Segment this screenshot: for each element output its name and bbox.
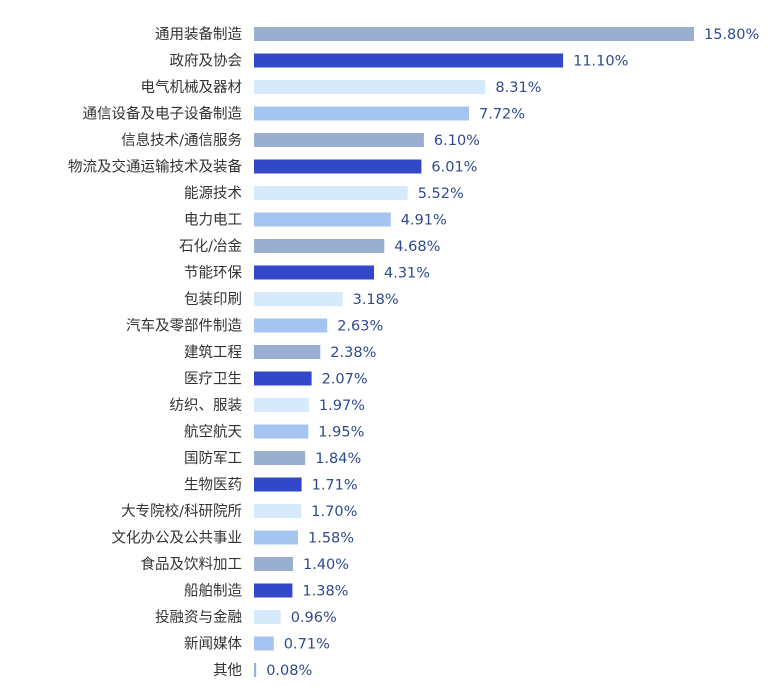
value-label-1: 11.10% (573, 54, 628, 70)
bar-19 (254, 530, 298, 545)
value-label-20: 1.40% (303, 557, 349, 573)
category-label-1: 政府及协会 (170, 53, 243, 70)
value-label-13: 2.07% (322, 372, 368, 388)
bar-18 (254, 504, 302, 518)
bar-11 (254, 318, 328, 333)
bar-20 (254, 557, 293, 571)
value-label-23: 0.71% (284, 637, 330, 653)
value-label-7: 4.91% (401, 213, 447, 229)
category-label-9: 节能环保 (184, 265, 242, 282)
category-label-13: 医疗卫生 (184, 371, 242, 388)
value-label-10: 3.18% (353, 292, 399, 308)
value-label-5: 6.01% (431, 160, 477, 176)
value-label-21: 1.38% (302, 584, 348, 600)
category-label-20: 食品及饮料加工 (141, 556, 243, 573)
category-label-15: 航空航天 (184, 424, 242, 441)
value-label-24: 0.08% (266, 663, 312, 679)
bar-4 (254, 133, 424, 147)
category-label-7: 电力电工 (184, 212, 242, 229)
bar-3 (254, 106, 469, 121)
bar-6 (254, 186, 408, 200)
category-label-23: 新闻媒体 (184, 636, 242, 653)
bar-21 (254, 583, 293, 598)
value-label-18: 1.70% (311, 504, 357, 520)
category-label-21: 船舶制造 (184, 583, 242, 600)
bars-group (254, 27, 694, 677)
category-label-6: 能源技术 (184, 185, 242, 202)
value-label-9: 4.31% (384, 266, 430, 282)
category-label-0: 通用装备制造 (155, 26, 242, 43)
category-label-19: 文化办公及公共事业 (112, 530, 243, 547)
value-label-22: 0.96% (291, 610, 337, 626)
value-label-3: 7.72% (479, 107, 525, 123)
value-label-19: 1.58% (308, 531, 354, 547)
value-label-12: 2.38% (330, 345, 376, 361)
category-label-3: 通信设备及电子设备制造 (83, 106, 243, 123)
category-label-5: 物流及交通运输技术及装备 (68, 158, 242, 176)
value-label-8: 4.68% (394, 239, 440, 255)
value-label-11: 2.63% (337, 319, 383, 335)
bar-13 (254, 371, 312, 386)
category-label-11: 汽车及零部件制造 (126, 318, 242, 335)
value-labels-group: 15.80% 11.10% 8.31% 7.72% 6.10% 6.01% 5.52% 4.9… (266, 27, 759, 679)
bar-8 (254, 239, 385, 253)
bar-9 (254, 265, 374, 280)
category-label-22: 投融资与金融 (155, 609, 242, 626)
bar-7 (254, 212, 391, 227)
bar-10 (254, 292, 343, 306)
category-label-18: 大专院校/科研院所 (121, 503, 242, 520)
bar-2 (254, 80, 486, 94)
bar-12 (254, 345, 321, 359)
value-label-15: 1.95% (318, 425, 364, 441)
bar-23 (254, 636, 274, 651)
category-label-4: 信息技术/通信服务 (121, 132, 242, 149)
category-label-2: 电气机械及器材 (141, 79, 243, 96)
category-label-12: 建筑工程 (184, 344, 242, 361)
category-label-14: 纺织、服装 (170, 397, 243, 414)
bar-15 (254, 424, 309, 439)
value-label-4: 6.10% (434, 133, 480, 149)
bar-17 (254, 477, 302, 492)
bar-0 (254, 27, 694, 41)
bar-1 (254, 53, 564, 68)
value-label-14: 1.97% (319, 398, 365, 414)
value-label-17: 1.71% (312, 478, 358, 494)
category-label-17: 生物医药 (184, 477, 242, 494)
category-label-24: 其他 (213, 662, 242, 679)
category-label-10: 包装印刷 (184, 291, 242, 308)
category-labels-group: 通用装备制造政府及协会电气机械及器材通信设备及电子设备制造信息技术/通信服务物流… (68, 26, 242, 679)
value-label-2: 8.31% (495, 80, 541, 96)
bar-5 (254, 159, 422, 174)
bar-24 (254, 663, 257, 677)
value-label-0: 15.80% (704, 27, 759, 43)
value-label-16: 1.84% (315, 451, 361, 467)
bar-14 (254, 398, 309, 412)
value-label-6: 5.52% (418, 186, 464, 202)
bar-16 (254, 451, 306, 465)
category-label-8: 石化/冶金 (179, 238, 242, 255)
bar-22 (254, 610, 281, 624)
category-label-16: 国防军工 (184, 450, 242, 467)
